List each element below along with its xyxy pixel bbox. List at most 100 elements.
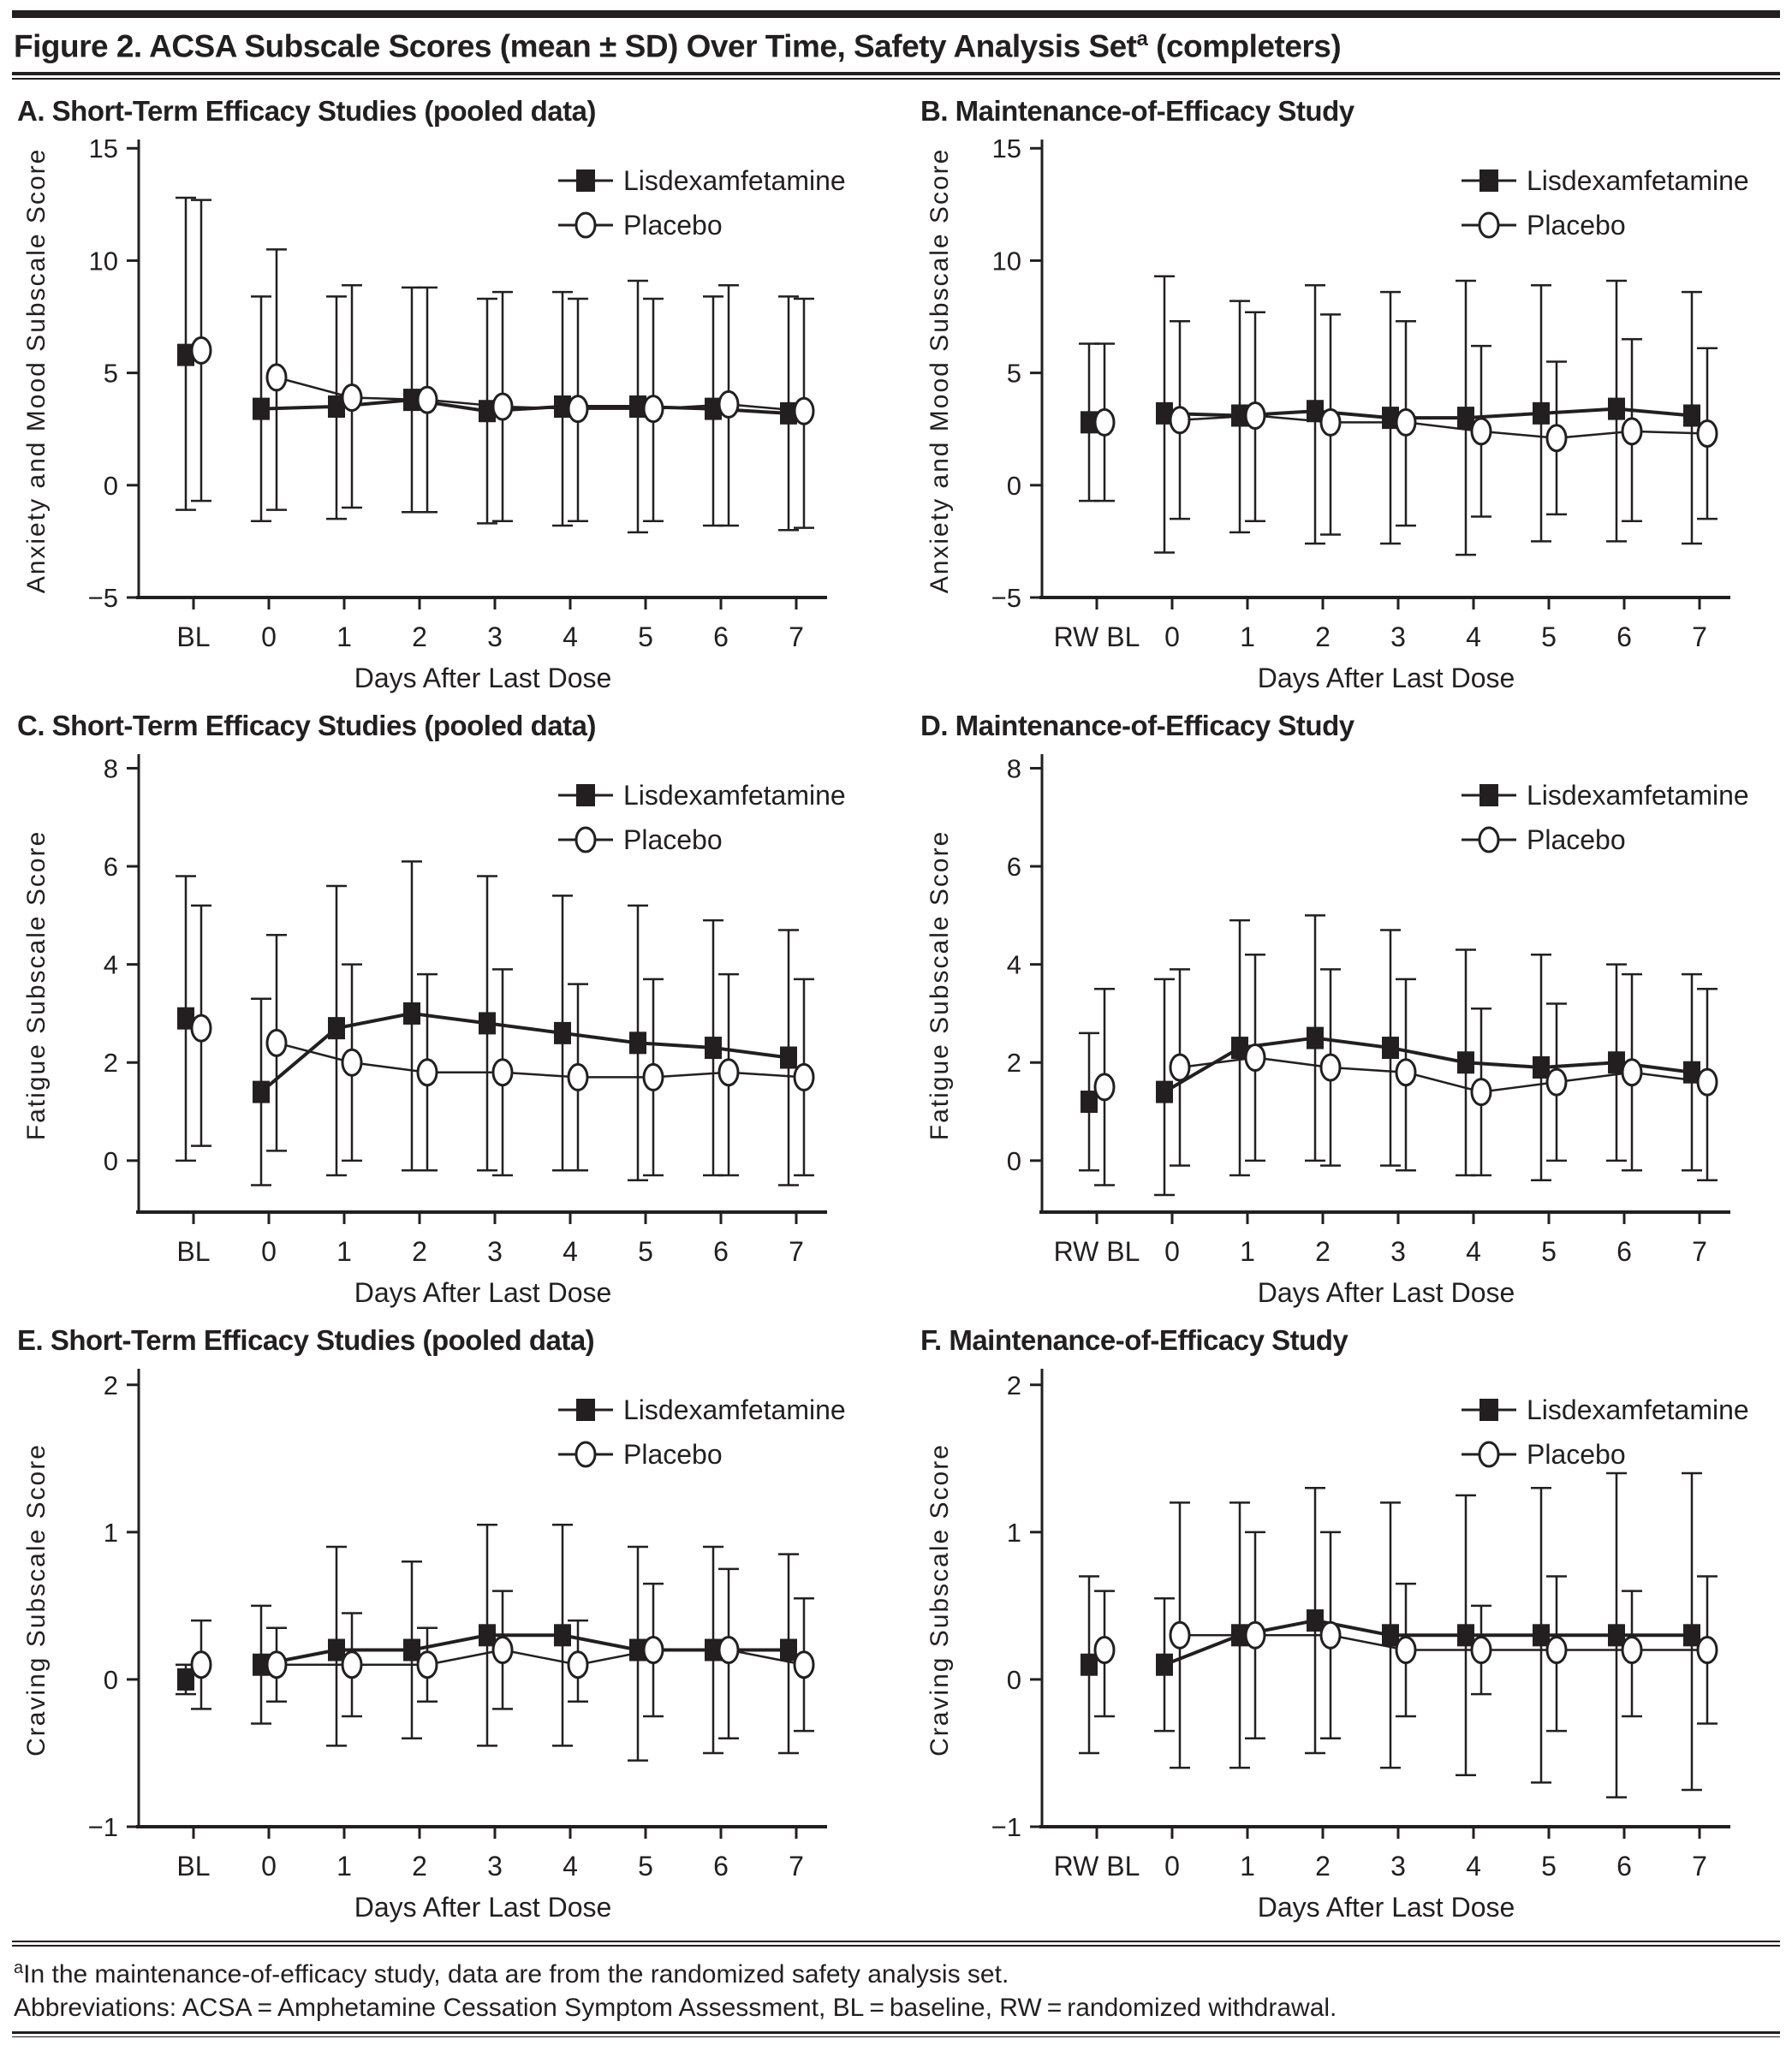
data-point-square: [1457, 407, 1474, 430]
data-point-circle: [1470, 417, 1492, 446]
x-tick-label: 2: [412, 1236, 427, 1267]
x-tick-label: 0: [1164, 621, 1180, 652]
x-tick-label: 3: [487, 1851, 503, 1882]
data-point-square: [1608, 1624, 1625, 1647]
x-tick-label: 5: [1541, 1851, 1557, 1882]
panel-c-chart: 0 2 4 6 8 BL 0 1 2 3 4 5 6 7 Days After Last Dose Fatig…: [22, 754, 846, 1309]
data-point-circle: [416, 1650, 438, 1679]
x-tick-label: 5: [638, 621, 653, 652]
series-lisdexamfetamine: [176, 197, 799, 534]
data-point-circle: [341, 1049, 363, 1078]
x-tick-label: 2: [1315, 621, 1331, 652]
x-axis-label: Days After Last Dose: [354, 1892, 612, 1923]
y-tick-label: 2: [1007, 1049, 1021, 1079]
y-tick-label: 10: [992, 247, 1021, 276]
legend-label: Lisdexamfetamine: [1527, 1394, 1749, 1425]
footnotes: aIn the maintenance-of-efficacy study, d…: [12, 1947, 1780, 2031]
legend: Lisdexamfetamine Placebo: [1462, 1394, 1749, 1470]
series-placebo: [1093, 954, 1718, 1187]
panel-d: D. Maintenance-of-Efficacy Study 0 2 4 6 8 RW…: [915, 708, 1780, 1311]
y-tick-label: 2: [104, 1049, 118, 1079]
x-tick-label: 6: [713, 1236, 729, 1267]
legend-circle-marker: [575, 211, 597, 239]
data-point-circle: [1696, 419, 1718, 449]
data-point-square: [479, 1624, 496, 1647]
panel-c-title: C. Short-Term Efficacy Studies (pooled d…: [17, 710, 596, 742]
x-tick-label: 7: [1692, 1236, 1707, 1267]
data-point-circle: [793, 1650, 815, 1679]
data-point-square: [629, 1031, 646, 1055]
x-tick-label: 6: [1616, 621, 1632, 652]
data-point-square: [1307, 400, 1324, 423]
x-tick-label: RW BL: [1054, 1851, 1140, 1882]
x-tick-label: 4: [563, 621, 578, 652]
x-axis-label: Days After Last Dose: [354, 663, 612, 693]
panel-e-chart: −1 0 1 2 BL 0 1 2 3 4 5 6 7 Days After Last Dose Cravi…: [22, 1369, 846, 1923]
figure-title: Figure 2. ACSA Subscale Scores (mean ± S…: [12, 18, 1780, 72]
data-point-square: [328, 395, 345, 419]
data-point-circle: [416, 1058, 438, 1087]
legend-circle-marker: [1478, 1441, 1500, 1468]
data-point-circle: [265, 363, 288, 392]
panels-grid: A. Short-Term Efficacy Studies (pooled d…: [12, 80, 1780, 1925]
legend-square-marker: [576, 784, 595, 807]
figure-footer: aIn the maintenance-of-efficacy study, d…: [12, 1941, 1780, 2038]
series-line: [276, 376, 805, 413]
figure-title-superscript: a: [1136, 27, 1148, 51]
data-point-circle: [1319, 1053, 1342, 1082]
legend-circle-marker: [575, 1441, 597, 1468]
legend-label: Lisdexamfetamine: [1527, 780, 1749, 811]
x-tick-label: 0: [1164, 1236, 1180, 1267]
y-axis-label: Craving Subscale Score: [22, 1443, 51, 1757]
top-rule: [12, 10, 1780, 18]
data-point-square: [1231, 1037, 1248, 1060]
axes: 0 2 4 6 8 RW BL 0 1 2 3 4 5 6 7: [1007, 754, 1730, 1267]
y-tick-label: 10: [89, 247, 118, 276]
title-divider: [12, 72, 1780, 80]
series-line: [276, 1042, 805, 1079]
x-tick-label: 1: [336, 1236, 352, 1267]
y-axis-label: Craving Subscale Score: [926, 1443, 954, 1757]
y-tick-label: 8: [104, 754, 118, 784]
data-point-square: [705, 1037, 722, 1060]
x-tick-label: 5: [1541, 621, 1557, 652]
data-point-square: [403, 1638, 420, 1662]
data-point-circle: [1621, 417, 1643, 446]
data-point-square: [554, 395, 571, 419]
data-point-circle: [642, 1063, 664, 1092]
data-point-circle: [642, 1636, 664, 1665]
data-point-square: [328, 1017, 345, 1040]
series-line: [259, 1012, 789, 1094]
data-point-circle: [190, 1014, 212, 1043]
x-tick-label: 5: [638, 1236, 653, 1267]
data-point-circle: [341, 383, 363, 413]
footnote-1: aIn the maintenance-of-efficacy study, d…: [14, 1952, 1778, 1991]
data-point-square: [1533, 402, 1550, 425]
x-tick-label: 7: [789, 1851, 804, 1882]
data-point-square: [253, 397, 270, 420]
legend: Lisdexamfetamine Placebo: [1462, 165, 1749, 241]
data-point-square: [177, 1008, 194, 1031]
x-tick-label: 4: [563, 1851, 578, 1882]
data-point-circle: [793, 397, 815, 426]
data-point-circle: [1545, 424, 1568, 453]
panel-d-title: D. Maintenance-of-Efficacy Study: [920, 710, 1354, 742]
panel-c: C. Short-Term Efficacy Studies (pooled d…: [12, 708, 877, 1311]
data-point-square: [1683, 1624, 1700, 1647]
legend-label: Lisdexamfetamine: [1527, 165, 1749, 196]
data-point-circle: [1093, 408, 1116, 437]
x-tick-label: 6: [1616, 1236, 1632, 1267]
data-point-square: [177, 343, 194, 366]
x-tick-label: 3: [1390, 1236, 1406, 1267]
data-point-circle: [567, 395, 589, 424]
series-line: [277, 1649, 805, 1667]
data-point-circle: [1395, 1058, 1417, 1087]
data-point-circle: [1319, 408, 1342, 437]
data-point-circle: [265, 1029, 288, 1058]
legend-label: Placebo: [623, 210, 723, 241]
x-tick-label: 4: [1466, 1851, 1481, 1882]
data-point-circle: [1395, 408, 1417, 437]
x-tick-label: 7: [1692, 1851, 1707, 1882]
x-axis-label: Days After Last Dose: [1258, 1277, 1515, 1308]
legend-circle-marker: [575, 826, 597, 853]
